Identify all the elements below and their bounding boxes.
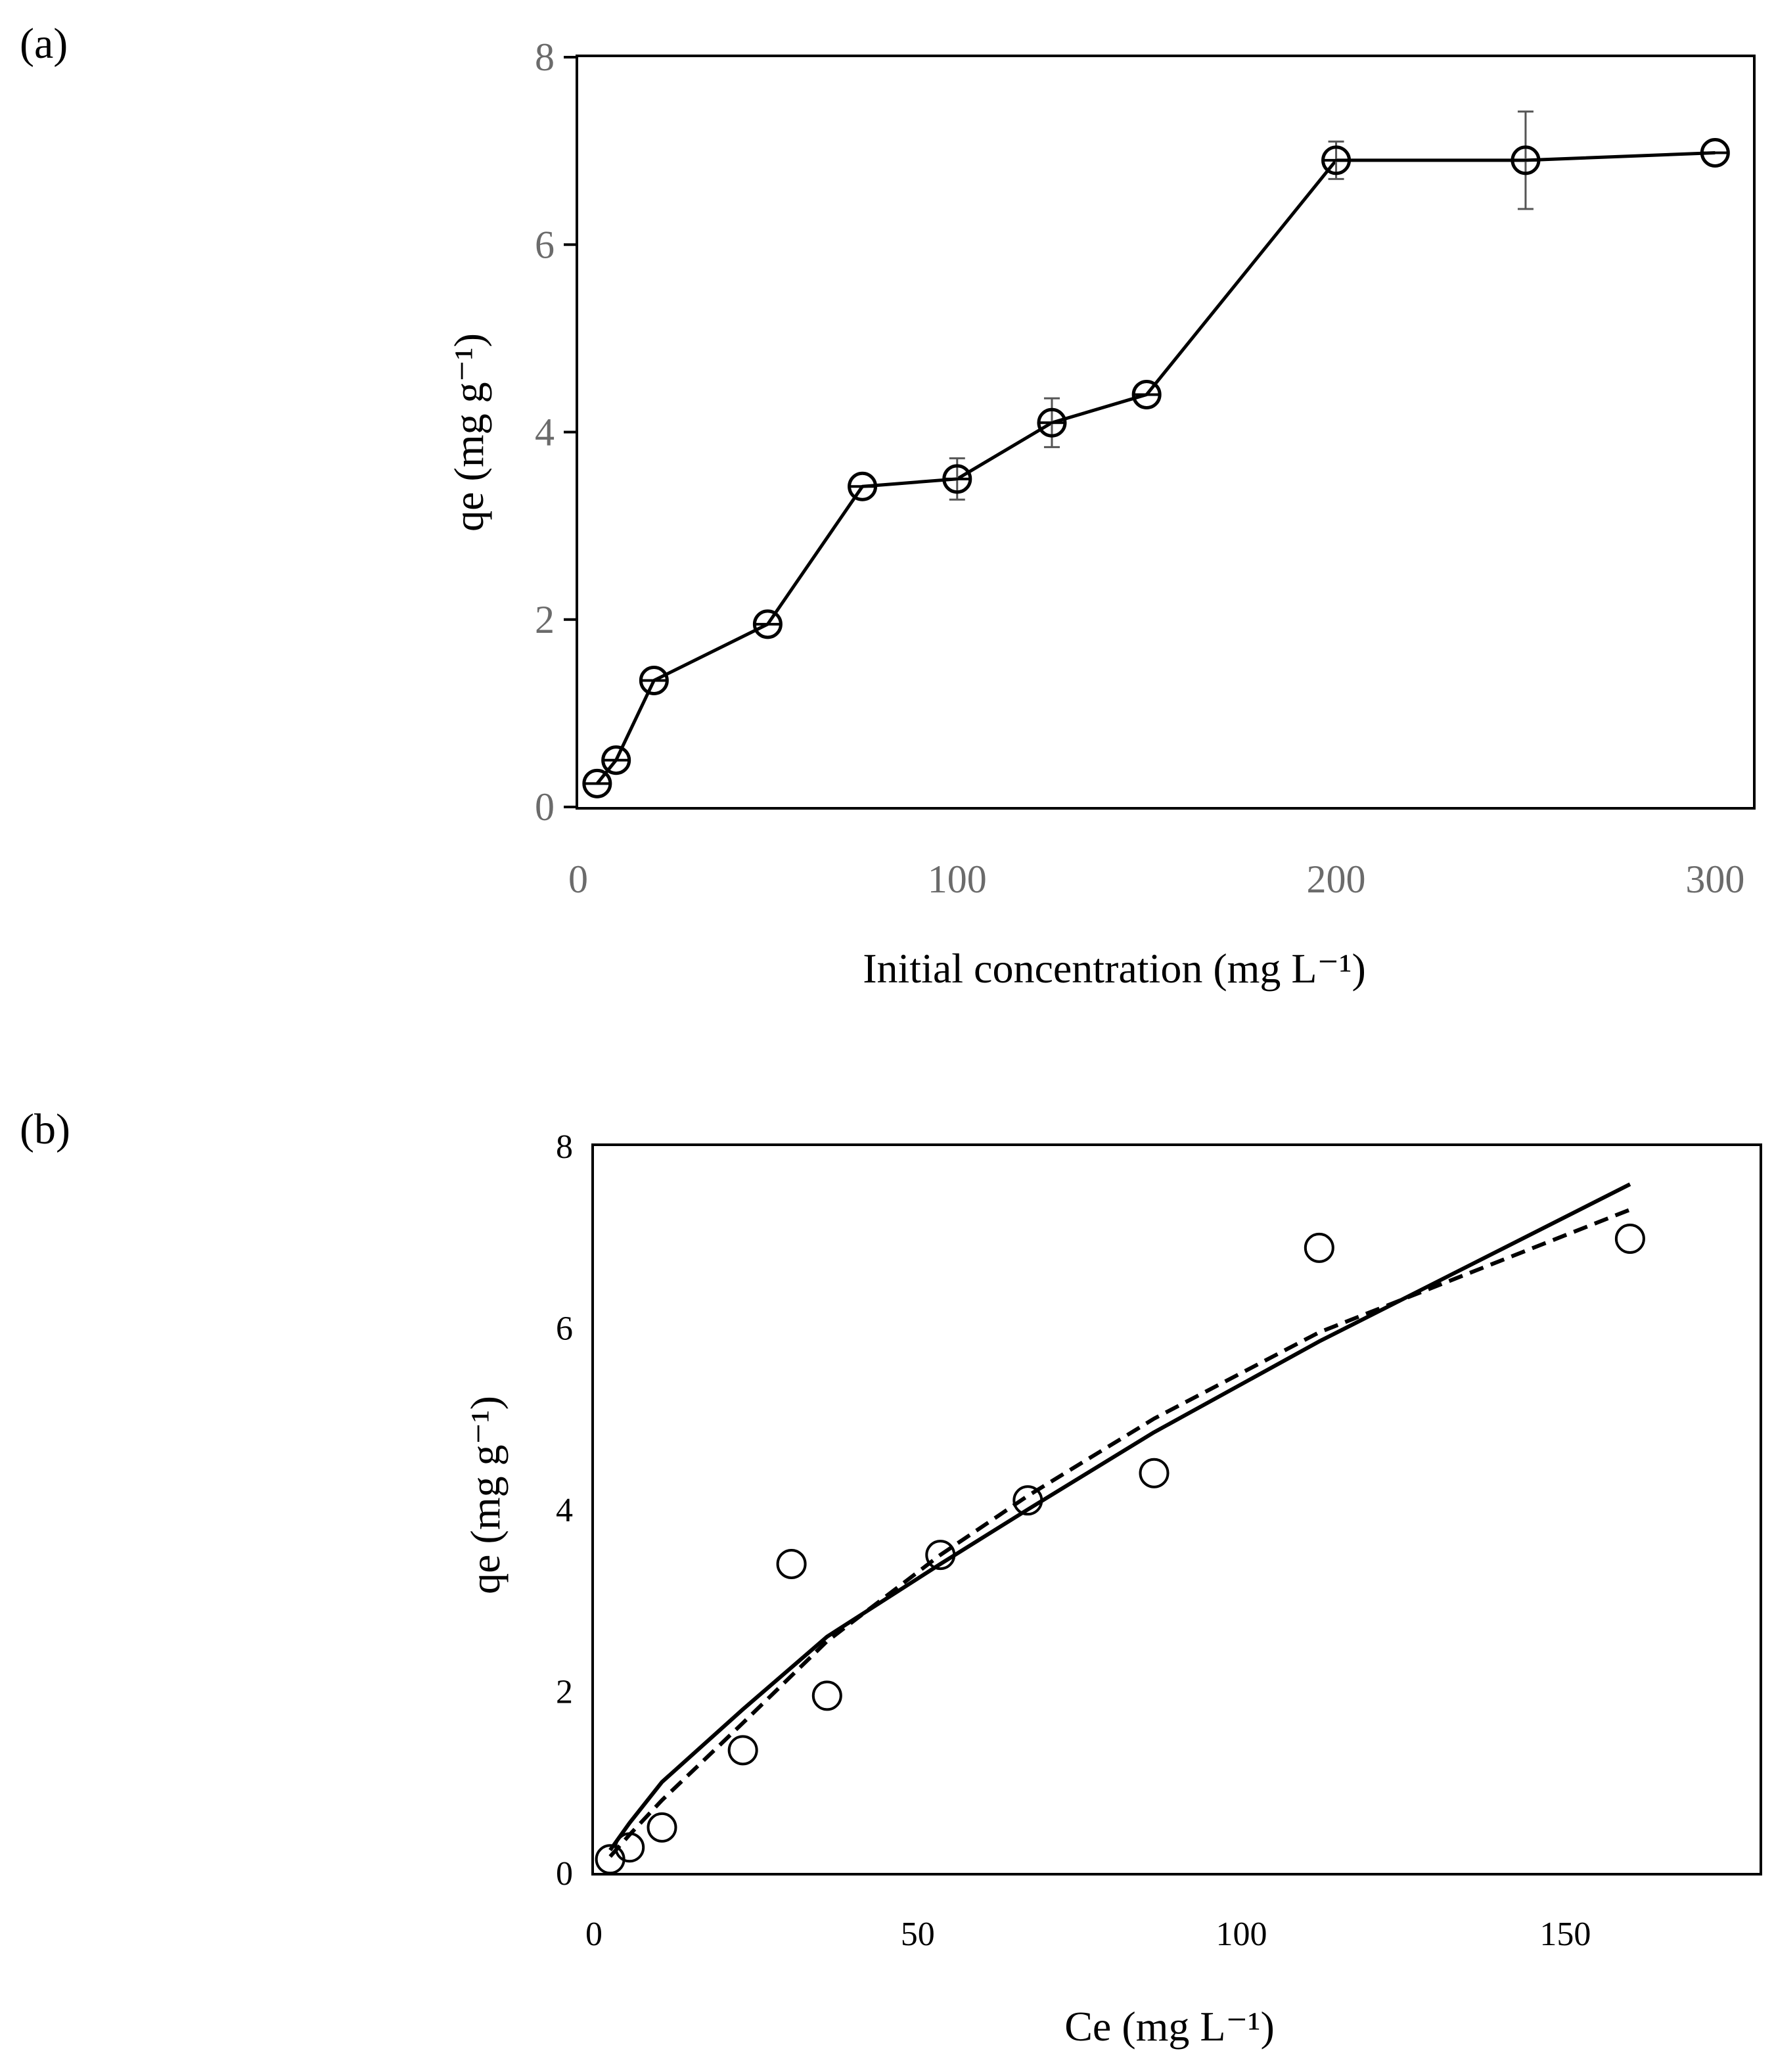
y-tick-label: 6 xyxy=(556,1310,573,1348)
x-tick-label: 300 xyxy=(1685,858,1744,901)
panel-b: (b) 0 2 4 6 8 0 50 100 150 Ce (mg L⁻¹) qe (mg g⁻… xyxy=(20,1105,1762,2050)
data-point xyxy=(647,1812,677,1843)
y-tick-label: 2 xyxy=(535,598,555,641)
plot-frame-b xyxy=(591,1143,1762,1876)
panel-a: (a) 0 2 4 6 8 0 100 200 300 Initial concentratio… xyxy=(20,20,1756,992)
x-tick-label: 0 xyxy=(568,858,588,901)
y-axis-label-b: qe (mg g⁻¹) xyxy=(462,1396,509,1594)
tick-group-b: 0 2 4 6 8 0 50 100 150 xyxy=(556,1128,1591,1953)
plot-frame-a xyxy=(576,55,1756,810)
y-axis-label-a: qe (mg g⁻¹) xyxy=(445,333,492,532)
tick-group-a: 0 2 4 6 8 0 100 200 300 xyxy=(535,35,1744,901)
y-tick-label: 0 xyxy=(556,1855,573,1893)
data-point xyxy=(1614,1224,1645,1255)
y-tick-label: 2 xyxy=(556,1674,573,1711)
y-tick-label: 6 xyxy=(535,223,555,266)
data-point xyxy=(925,1540,956,1571)
y-tick-label: 0 xyxy=(535,785,555,829)
data-point xyxy=(1304,1232,1334,1263)
x-tick-label: 150 xyxy=(1539,1916,1591,1953)
data-point xyxy=(1012,1485,1043,1516)
x-tick-label: 100 xyxy=(1216,1916,1267,1953)
data-point xyxy=(1139,1458,1170,1488)
y-tick-label: 4 xyxy=(535,411,555,454)
data-point xyxy=(811,1680,842,1711)
x-tick-label: 0 xyxy=(585,1916,603,1953)
dashed-fit-line xyxy=(608,1207,1631,1858)
x-axis-label-a: Initial concentration (mg L⁻¹) xyxy=(863,945,1366,992)
data-point xyxy=(727,1735,758,1766)
y-tick-label: 8 xyxy=(535,35,555,79)
data-group-b xyxy=(595,1182,1645,1875)
x-tick-label: 100 xyxy=(928,858,987,901)
panel-label-a: (a) xyxy=(20,20,68,68)
y-tick-label: 4 xyxy=(556,1492,573,1529)
x-tick-label: 50 xyxy=(901,1916,935,1953)
panel-label-b: (b) xyxy=(20,1105,70,1153)
series-line xyxy=(595,150,1716,785)
x-axis-label-b: Ce (mg L⁻¹) xyxy=(1064,2003,1275,2050)
solid-fit-line xyxy=(608,1182,1631,1852)
x-tick-label: 200 xyxy=(1307,858,1366,901)
data-group-a xyxy=(582,110,1730,798)
y-tick-label: 8 xyxy=(556,1128,573,1166)
data-point xyxy=(776,1548,807,1579)
data-point xyxy=(614,1832,645,1863)
